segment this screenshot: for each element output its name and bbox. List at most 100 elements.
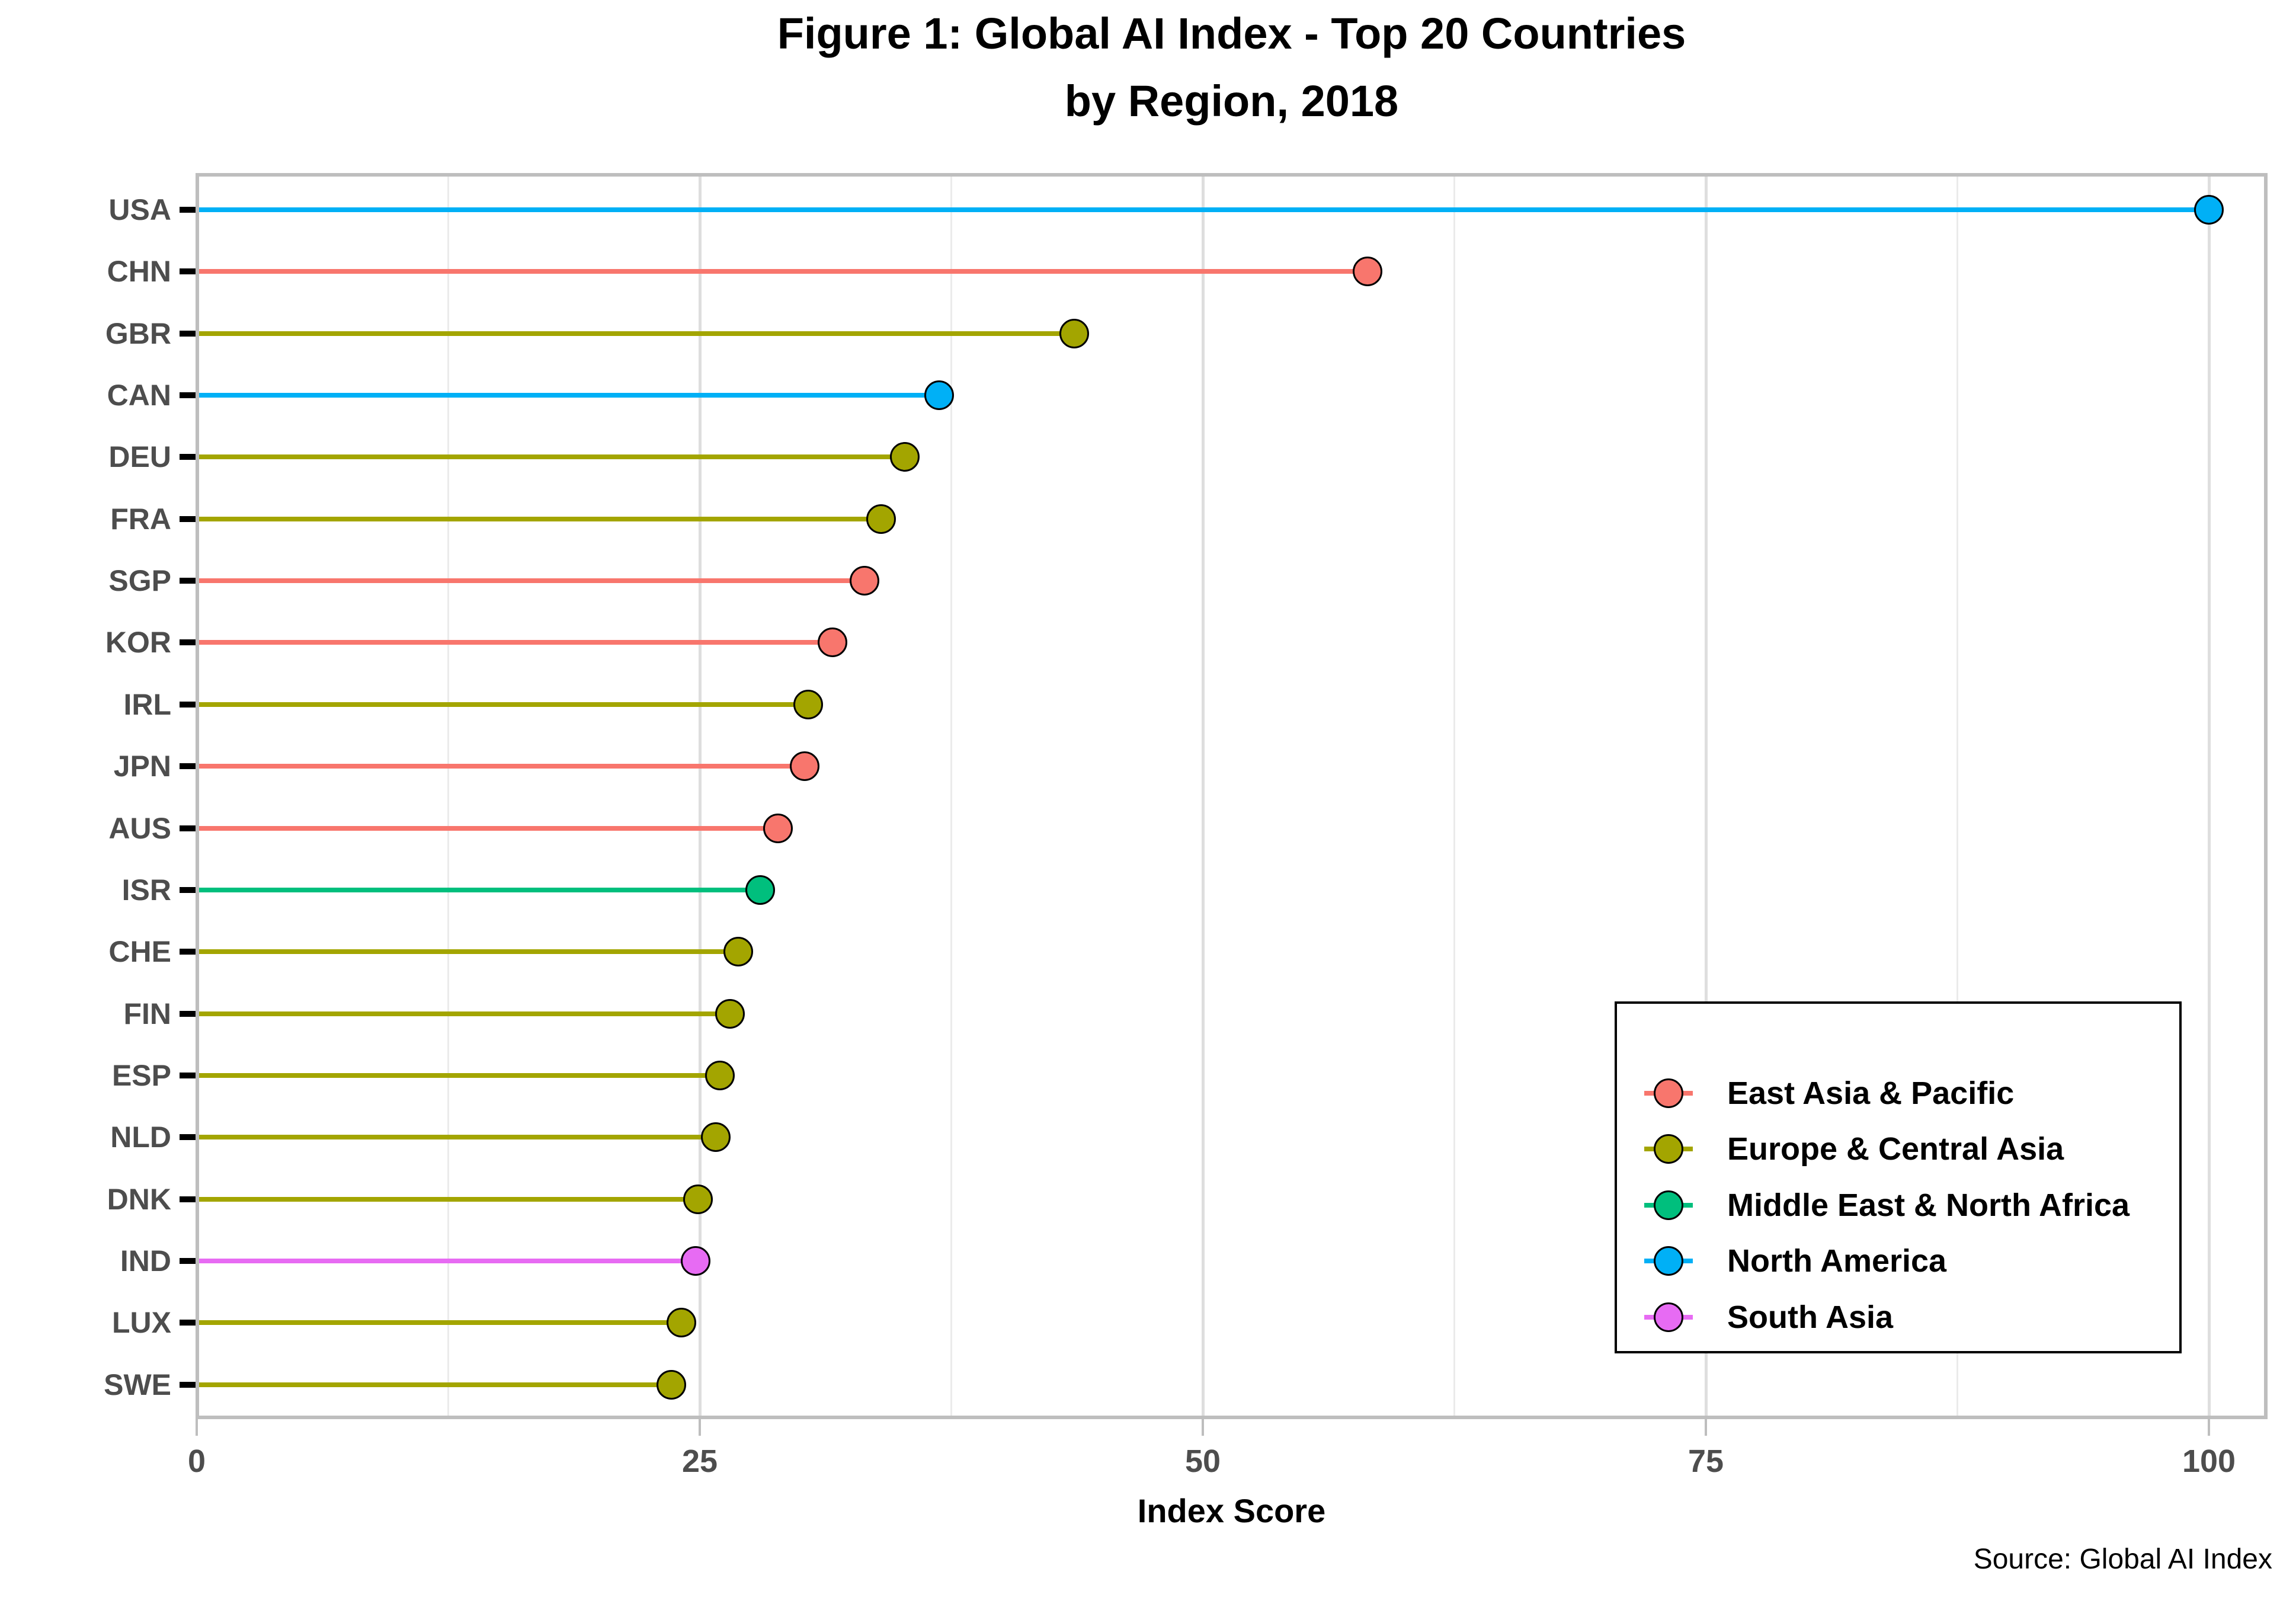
y-tick-dnk xyxy=(180,1196,196,1202)
lollipop-stem-jpn xyxy=(198,764,805,769)
lollipop-stem-swe xyxy=(198,1382,672,1387)
y-label-chn: CHN xyxy=(107,255,171,289)
lollipop-stem-aus xyxy=(198,825,779,831)
lollipop-stem-kor xyxy=(198,640,833,645)
lollipop-stem-lux xyxy=(198,1320,682,1326)
lollipop-stem-usa xyxy=(198,207,2209,212)
legend-key-dot-icon xyxy=(1654,1302,1683,1332)
chart-subtitle: by Region, 2018 xyxy=(1064,76,1399,126)
y-label-kor: KOR xyxy=(105,626,171,660)
lollipop-dot-swe xyxy=(657,1369,687,1400)
y-label-irl: IRL xyxy=(123,687,171,721)
lollipop-dot-usa xyxy=(2194,195,2224,225)
lollipop-dot-isr xyxy=(745,875,775,905)
y-tick-swe xyxy=(180,1381,196,1388)
lollipop-stem-esp xyxy=(198,1073,720,1078)
gridline-major-50 xyxy=(1201,173,1205,1419)
source-note: Source: Global AI Index xyxy=(1973,1544,2272,1575)
lollipop-dot-fra xyxy=(866,504,896,534)
lollipop-dot-can xyxy=(924,380,955,411)
legend-item-label: Middle East & North Africa xyxy=(1727,1187,2130,1223)
lollipop-stem-irl xyxy=(198,702,809,707)
y-label-esp: ESP xyxy=(111,1058,171,1092)
y-tick-fra xyxy=(180,516,196,522)
x-label-50: 50 xyxy=(1184,1443,1221,1479)
lollipop-dot-jpn xyxy=(789,751,819,782)
y-label-jpn: JPN xyxy=(113,750,171,783)
y-tick-nld xyxy=(180,1134,196,1141)
x-tick-0 xyxy=(196,1419,198,1436)
legend-item-label: East Asia & Pacific xyxy=(1727,1075,2015,1111)
x-label-0: 0 xyxy=(187,1443,206,1479)
y-label-lux: LUX xyxy=(112,1306,171,1340)
lollipop-stem-fra xyxy=(198,516,881,521)
chart-title: Figure 1: Global AI Index - Top 20 Count… xyxy=(777,9,1686,58)
lollipop-dot-dnk xyxy=(683,1184,713,1214)
x-label-100: 100 xyxy=(2182,1443,2236,1479)
y-tick-can xyxy=(180,392,196,399)
lollipop-dot-che xyxy=(723,937,753,967)
y-tick-aus xyxy=(180,825,196,831)
lollipop-stem-dnk xyxy=(198,1196,698,1202)
legend-item-label: North America xyxy=(1727,1243,1947,1279)
lollipop-stem-ind xyxy=(198,1258,696,1263)
x-tick-75 xyxy=(1705,1419,1707,1436)
y-label-nld: NLD xyxy=(110,1121,171,1154)
y-tick-usa xyxy=(180,207,196,213)
x-label-25: 25 xyxy=(681,1443,718,1479)
y-label-gbr: GBR xyxy=(105,316,171,350)
legend-box: East Asia & Pacific Europe & Central Asia… xyxy=(1615,1001,2182,1353)
lollipop-stem-can xyxy=(198,393,940,398)
y-tick-irl xyxy=(180,701,196,708)
y-tick-lux xyxy=(180,1320,196,1326)
y-tick-kor xyxy=(180,639,196,646)
y-label-fin: FIN xyxy=(123,997,171,1030)
y-label-deu: DEU xyxy=(108,440,171,474)
gridline-minor-12.5 xyxy=(447,173,449,1419)
lollipop-dot-deu xyxy=(890,442,920,472)
y-tick-fin xyxy=(180,1010,196,1017)
legend-key-dot-icon xyxy=(1654,1246,1683,1276)
lollipop-stem-deu xyxy=(198,454,905,460)
lollipop-dot-gbr xyxy=(1059,318,1089,348)
lollipop-dot-ind xyxy=(681,1246,711,1276)
lollipop-stem-gbr xyxy=(198,331,1074,336)
lollipop-stem-chn xyxy=(198,269,1368,274)
y-label-sgp: SGP xyxy=(108,564,171,598)
plot-panel xyxy=(195,173,2268,1419)
y-tick-che xyxy=(180,949,196,955)
x-tick-25 xyxy=(699,1419,701,1436)
lollipop-dot-fin xyxy=(715,998,745,1029)
legend-key-dot-icon xyxy=(1654,1134,1683,1164)
x-label-75: 75 xyxy=(1687,1443,1724,1479)
y-label-usa: USA xyxy=(108,193,171,226)
lollipop-dot-esp xyxy=(705,1060,735,1090)
x-tick-50 xyxy=(1202,1419,1204,1436)
y-label-dnk: DNK xyxy=(107,1182,171,1216)
lollipop-dot-sgp xyxy=(850,566,880,596)
y-tick-esp xyxy=(180,1072,196,1078)
legend-item-label: South Asia xyxy=(1727,1299,1894,1335)
y-tick-isr xyxy=(180,886,196,893)
lollipop-dot-kor xyxy=(818,628,848,658)
legend-key-dot-icon xyxy=(1654,1078,1683,1108)
lollipop-dot-chn xyxy=(1353,257,1383,287)
gridline-minor-62.5 xyxy=(1453,173,1455,1419)
y-label-aus: AUS xyxy=(108,811,171,845)
legend-key-dot-icon xyxy=(1654,1190,1683,1220)
lollipop-dot-irl xyxy=(793,689,824,719)
lollipop-stem-fin xyxy=(198,1011,730,1016)
y-label-fra: FRA xyxy=(110,502,171,536)
gridline-minor-37.5 xyxy=(950,173,952,1419)
gridline-minor-87.5 xyxy=(1956,173,1958,1419)
lollipop-stem-nld xyxy=(198,1135,716,1140)
gridline-major-75 xyxy=(1704,173,1708,1419)
lollipop-dot-nld xyxy=(701,1122,731,1153)
lollipop-stem-isr xyxy=(198,887,760,892)
y-tick-jpn xyxy=(180,763,196,770)
y-tick-gbr xyxy=(180,330,196,337)
y-label-isr: ISR xyxy=(121,873,171,907)
y-tick-deu xyxy=(180,454,196,460)
y-label-swe: SWE xyxy=(104,1368,171,1401)
